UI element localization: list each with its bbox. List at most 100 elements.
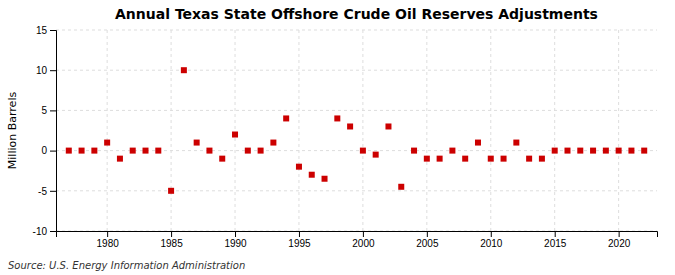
point: [603, 148, 609, 154]
tick-label: 2015: [544, 238, 567, 249]
point: [155, 148, 161, 154]
tick-mark: [299, 231, 300, 237]
grid-line-y: [56, 30, 657, 31]
chart-container: 198019851990199520002005201020152020-10-…: [0, 0, 675, 275]
point: [501, 156, 507, 162]
tick-mark: [619, 231, 620, 237]
tick: 10: [36, 65, 56, 76]
grid-line-x: [490, 30, 491, 231]
tick-mark: [235, 231, 236, 237]
tick: 2020: [608, 231, 631, 249]
point: [322, 176, 328, 182]
tick-label: 1980: [97, 238, 120, 249]
point: [79, 148, 85, 154]
grid-line-x: [426, 30, 427, 231]
point: [168, 188, 174, 194]
point: [385, 123, 391, 129]
source-annotation: Source: U.S. Energy Information Administ…: [8, 260, 245, 271]
tick: 0: [41, 145, 56, 156]
point: [296, 164, 302, 170]
grid-line-y: [56, 110, 657, 111]
point: [552, 148, 558, 154]
tick-label: 2010: [480, 238, 503, 249]
point: [488, 156, 494, 162]
point: [283, 115, 289, 121]
tick-label: 2020: [608, 238, 631, 249]
grid-line-x: [298, 30, 299, 231]
point: [641, 148, 647, 154]
grid-line-x: [107, 30, 108, 231]
point: [270, 140, 276, 146]
tick-label: -5: [38, 186, 47, 197]
y-axis: -10 -5 0 5 10 15: [33, 25, 57, 237]
tick-mark: [50, 191, 56, 192]
point: [398, 184, 404, 190]
tick-mark: [363, 231, 364, 237]
grid-line-x: [171, 30, 172, 231]
points: [66, 67, 647, 194]
tick-mark: [50, 30, 56, 31]
tick: -10: [33, 226, 56, 237]
tick-mark: [427, 231, 428, 237]
point: [258, 148, 264, 154]
point: [104, 140, 110, 146]
point: [577, 148, 583, 154]
axis-line: [50, 31, 57, 232]
tick-label: 0: [41, 145, 47, 156]
tick: 1985: [160, 231, 183, 249]
tick: 1980: [97, 231, 120, 249]
point: [334, 115, 340, 121]
tick-mark: [50, 231, 56, 232]
grid-line-x: [554, 30, 555, 231]
tick-mark: [50, 70, 56, 71]
point: [590, 148, 596, 154]
tick-mark: [50, 151, 56, 152]
tick-mark: [555, 231, 556, 237]
tick-label: -10: [33, 226, 48, 237]
point: [616, 148, 622, 154]
title: Annual Texas State Offshore Crude Oil Re…: [115, 6, 598, 22]
point: [462, 156, 468, 162]
tick: 2010: [480, 231, 503, 249]
point: [206, 148, 212, 154]
point: [437, 156, 443, 162]
grid-line-x: [362, 30, 363, 231]
point: [526, 156, 532, 162]
tick-label: 1990: [224, 238, 247, 249]
point: [539, 156, 545, 162]
tick-mark: [107, 231, 108, 237]
point: [424, 156, 430, 162]
point: [181, 67, 187, 73]
tick-label: 5: [41, 105, 47, 116]
point: [513, 140, 519, 146]
tick-mark: [50, 110, 56, 111]
tick-label: 10: [36, 65, 48, 76]
tick: 2005: [416, 231, 439, 249]
tick-mark: [491, 231, 492, 237]
point: [564, 148, 570, 154]
point: [232, 132, 238, 138]
tick: -5: [38, 186, 56, 197]
grid-line-x: [618, 30, 619, 231]
tick-label: 1995: [288, 238, 311, 249]
point: [66, 148, 72, 154]
tick: 1995: [288, 231, 311, 249]
chart-svg: 198019851990199520002005201020152020-10-…: [0, 0, 675, 275]
tick: 15: [36, 25, 56, 36]
tick-label: 2000: [352, 238, 375, 249]
point: [360, 148, 366, 154]
grid-line-y: [56, 190, 657, 191]
point: [245, 148, 251, 154]
plot-area: 198019851990199520002005201020152020-10-…: [33, 25, 658, 249]
grid-line-y: [56, 70, 657, 71]
point: [309, 172, 315, 178]
tick-label: 15: [36, 25, 48, 36]
point: [117, 156, 123, 162]
tick: 2015: [544, 231, 567, 249]
grid: [56, 30, 657, 231]
axis-line: [57, 232, 658, 238]
point: [411, 148, 417, 154]
tick-label: 2005: [416, 238, 439, 249]
point: [219, 156, 225, 162]
tick: 2000: [352, 231, 375, 249]
